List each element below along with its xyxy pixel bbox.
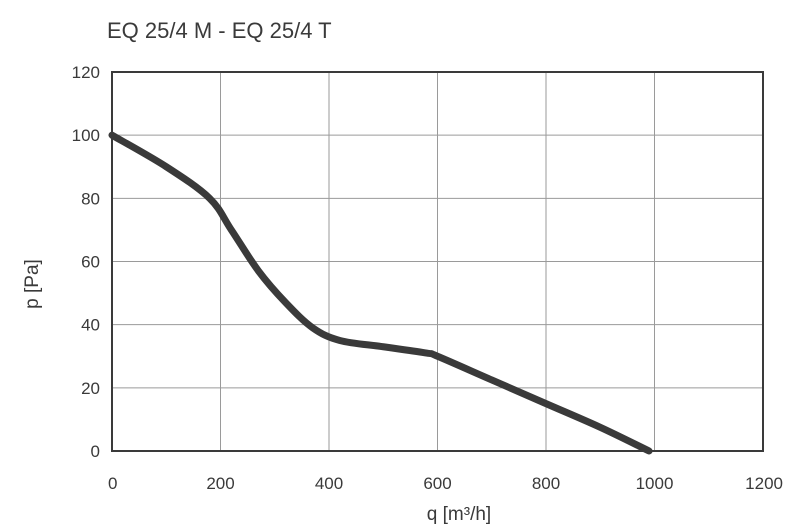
y-tick-label: 120 (72, 63, 100, 82)
chart-title: EQ 25/4 M - EQ 25/4 T (107, 18, 332, 43)
y-tick-label: 20 (81, 379, 100, 398)
x-tick-label: 800 (532, 474, 560, 493)
y-tick-label: 40 (81, 316, 100, 335)
y-axis-ticks: 0 20 40 60 80 100 120 (72, 63, 100, 461)
y-tick-label: 80 (81, 189, 100, 208)
x-tick-label: 600 (423, 474, 451, 493)
x-axis-label: q [m³/h] (427, 504, 491, 525)
y-tick-label: 60 (81, 253, 100, 272)
series-layer (108, 131, 653, 455)
x-tick-label: 200 (206, 474, 234, 493)
x-tick-label: 400 (315, 474, 343, 493)
plot-frame (111, 71, 764, 452)
x-tick-label: 1200 (745, 474, 783, 493)
grid-lines (112, 72, 763, 451)
series-line (108, 131, 653, 455)
y-tick-label: 0 (91, 442, 100, 461)
y-axis-label: p [Pa] (22, 259, 43, 309)
y-tick-label: 100 (72, 126, 100, 145)
x-tick-label: 0 (108, 474, 117, 493)
x-axis-ticks: 0 200 400 600 800 1000 1200 (108, 474, 783, 493)
x-tick-label: 1000 (636, 474, 674, 493)
